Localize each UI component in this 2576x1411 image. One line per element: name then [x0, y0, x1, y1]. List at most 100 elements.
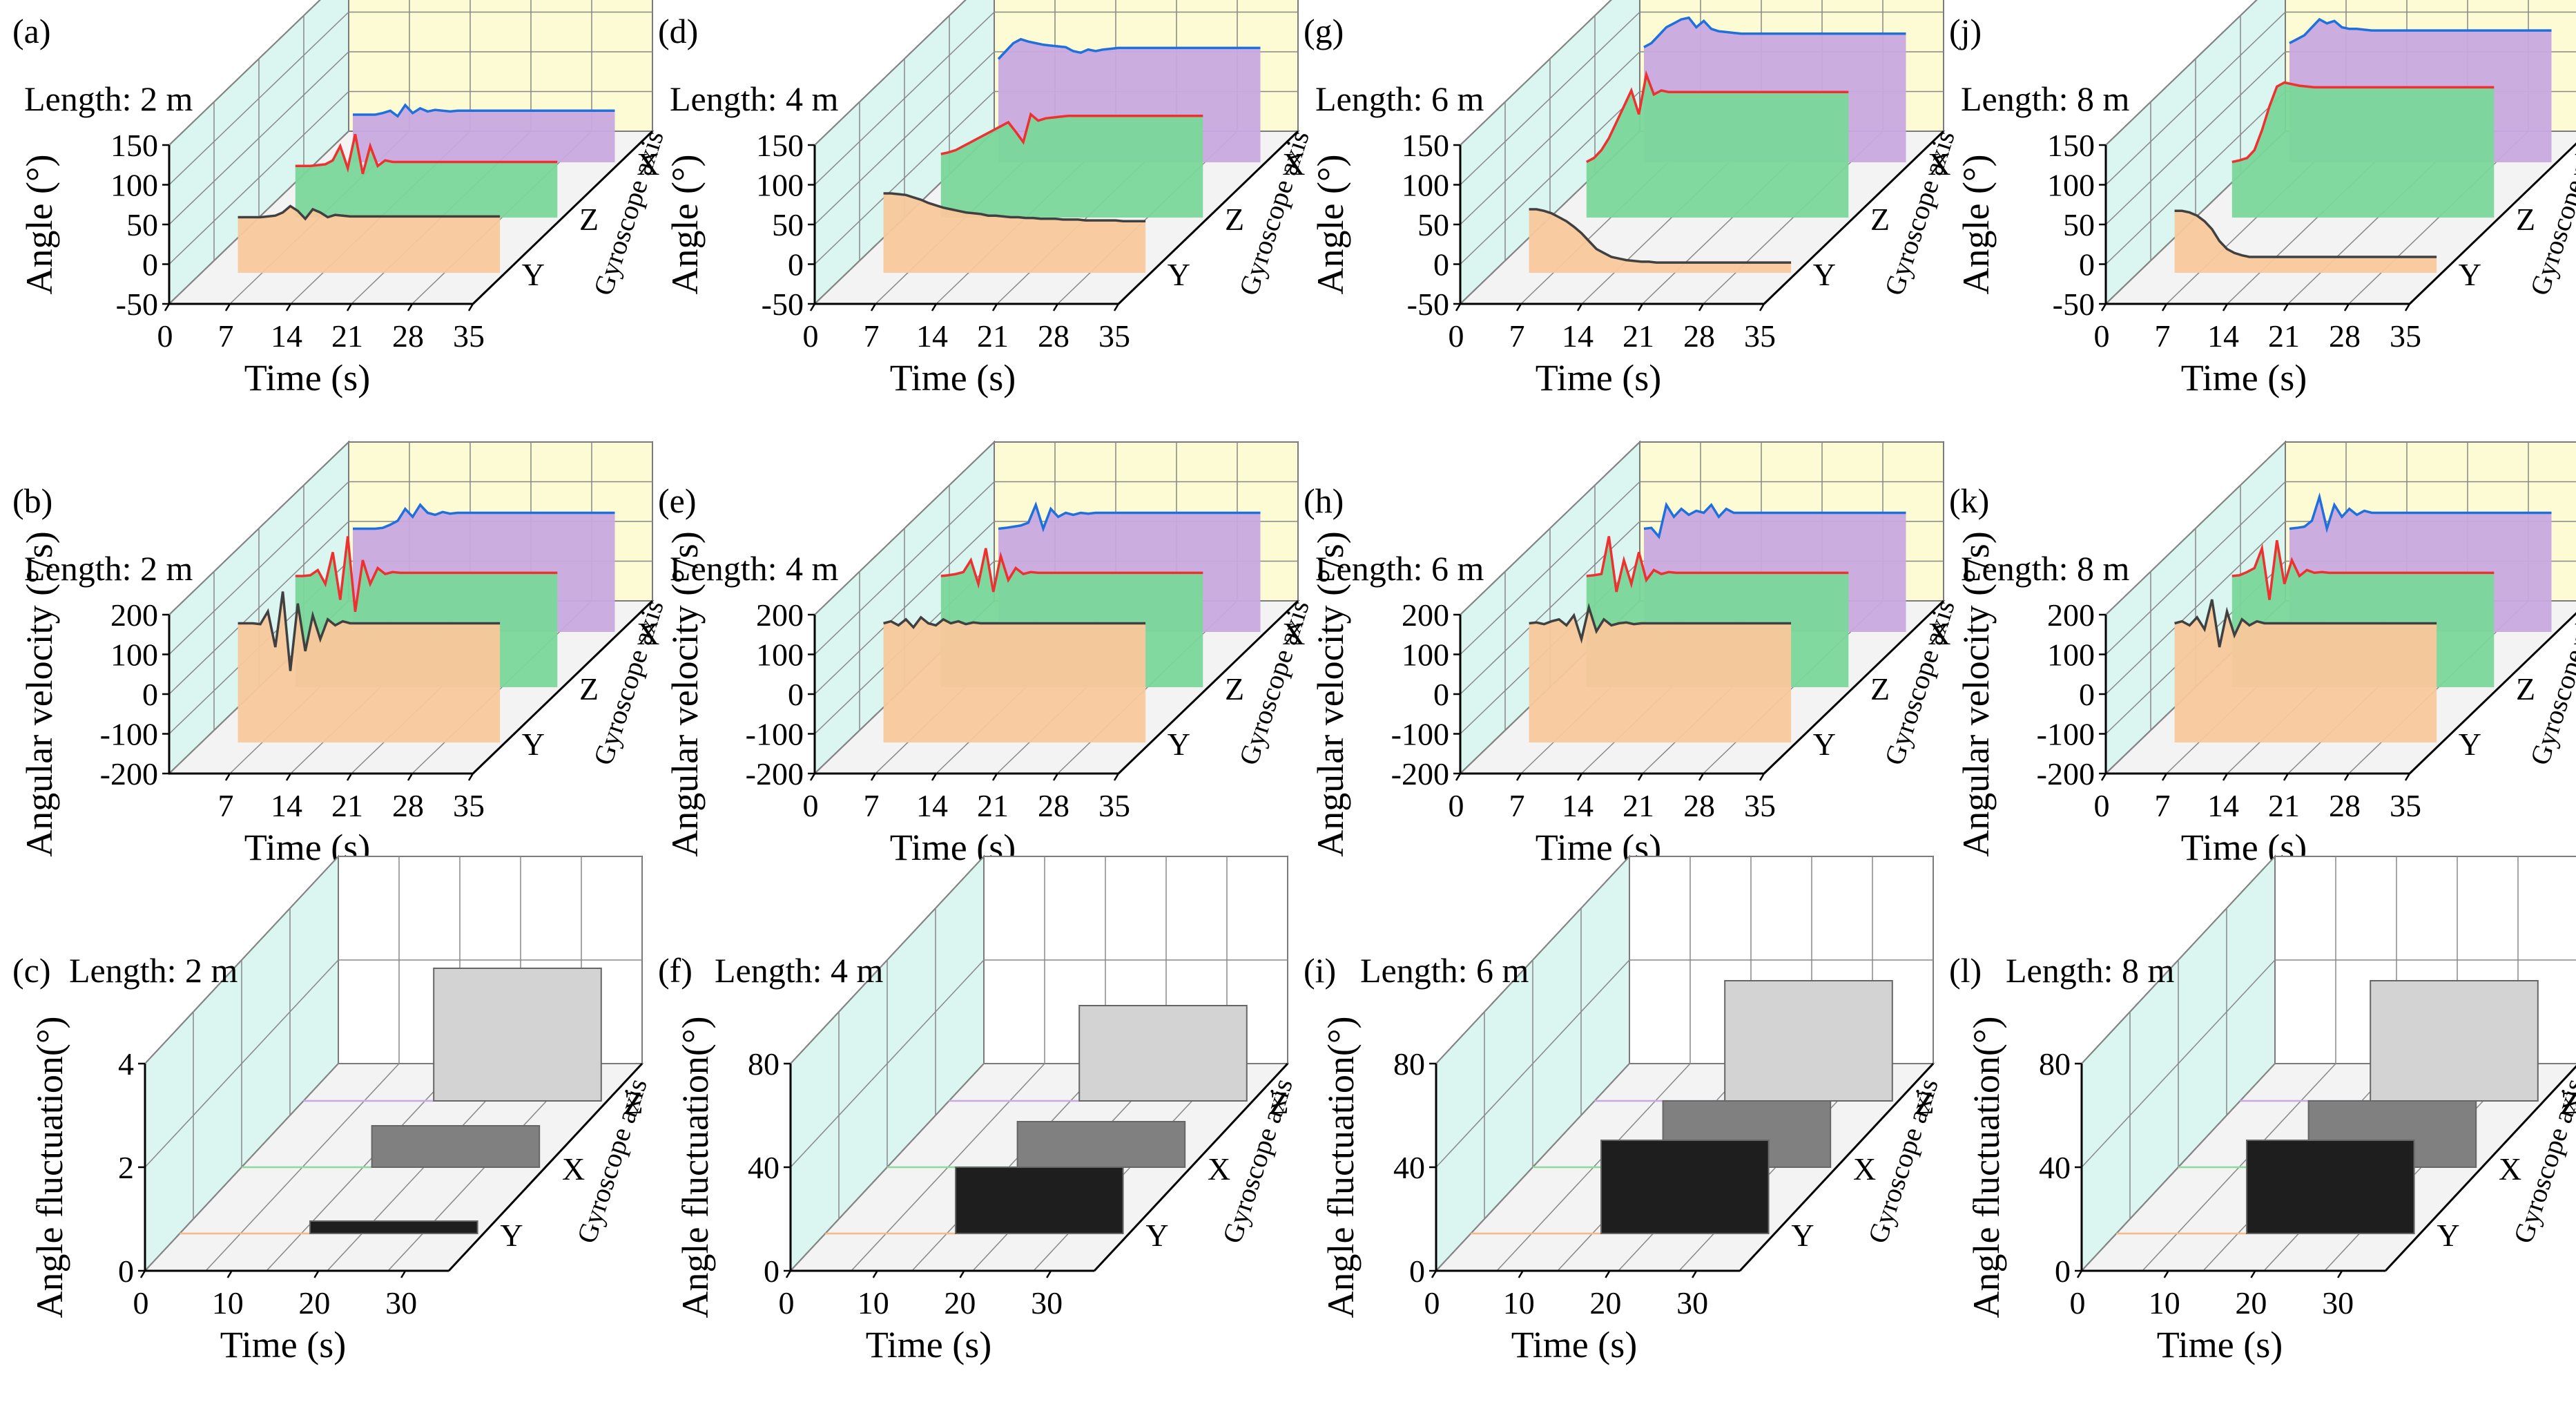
x-axis-title: Time (s) [1511, 1324, 1638, 1365]
x-tick [407, 773, 414, 781]
x-tick-label: 28 [1038, 318, 1069, 354]
side-grid-line [1460, 0, 1612, 146]
x-tick-label: 7 [864, 788, 880, 823]
series-area-Z [2231, 82, 2495, 218]
y-axis-title: Angular velocity (°/s) [1310, 531, 1351, 856]
x-axis-title: Time (s) [866, 1324, 992, 1365]
y-tick-label: -100 [100, 717, 158, 752]
y-axis-title: Angle (°) [19, 154, 60, 294]
x-tick [931, 303, 938, 311]
x-tick-label: 0 [157, 318, 173, 354]
side-grid-line [2081, 959, 2276, 1168]
depth-axis [472, 130, 654, 305]
length-label: Length: 2 m [69, 951, 238, 990]
series-line-X [353, 503, 615, 530]
x-tick-label: 21 [2268, 788, 2300, 823]
y-tick-label: 0 [142, 247, 158, 282]
x-tick-label: 35 [2390, 788, 2421, 823]
axis-category-label: X [562, 1151, 585, 1187]
x-tick-label: 30 [385, 1285, 417, 1321]
length-label: Length: 6 m [1315, 79, 1484, 118]
side-grid-line [814, 441, 995, 615]
side-grid-line [168, 51, 349, 225]
series-line-Z [295, 536, 558, 613]
y-tick-label: 0 [2079, 677, 2095, 712]
series-area-Z [1586, 75, 1849, 218]
x-tick-label: 14 [271, 318, 302, 354]
panel-label: (b) [12, 481, 52, 520]
x-tick-label: 35 [1098, 788, 1130, 823]
side-grid-line [1435, 959, 1630, 1168]
x-tick [2337, 1270, 2343, 1278]
x-tick [285, 773, 292, 781]
x-tick-label: 0 [2070, 1285, 2086, 1321]
x-tick [991, 773, 998, 781]
side-grid-line [2105, 481, 2286, 655]
side-grid-line [168, 481, 349, 655]
axis-category-label: Y [522, 257, 545, 292]
depth-axis [1093, 1062, 1289, 1272]
x-tick-label: 20 [1589, 1285, 1621, 1321]
y-axis-title: Angular velocity (°/s) [1955, 531, 1997, 856]
side-grid-line [2105, 441, 2286, 615]
x-tick-label: 10 [1503, 1285, 1535, 1321]
series-area-Y [1529, 209, 1792, 273]
series-area-Y [883, 617, 1146, 742]
x-tick-label: 0 [1449, 318, 1464, 354]
series-line-Z [2231, 81, 2495, 164]
x-tick [139, 1270, 146, 1278]
x-tick-label: 0 [2094, 318, 2110, 354]
length-label: Length: 4 m [670, 549, 839, 588]
x-tick [285, 303, 292, 311]
x-tick [1518, 1270, 1524, 1278]
length-label: Length: 6 m [1360, 951, 1529, 990]
y-tick-label: 0 [1409, 1254, 1425, 1289]
y-tick-label: -200 [2037, 756, 2095, 791]
x-tick [1515, 773, 1522, 781]
panel-label: (a) [12, 12, 51, 50]
side-grid-line [2105, 0, 2258, 146]
axis-category-label: X [1282, 146, 1305, 182]
x-tick [959, 1270, 965, 1278]
bar-X [371, 1125, 541, 1168]
x-tick [2283, 303, 2289, 311]
x-tick-label: 7 [2155, 788, 2171, 823]
series-line-X [998, 501, 1261, 532]
x-tick [346, 773, 353, 781]
x-tick [2161, 303, 2168, 311]
depth-axis [2408, 142, 2576, 305]
y-tick-label: 200 [1402, 597, 1449, 633]
bar-Y [309, 1220, 478, 1234]
panel-label: (h) [1304, 481, 1344, 520]
x-tick-label: 20 [944, 1285, 976, 1321]
axis-category-label: X [1853, 1151, 1876, 1187]
panel-label: (j) [1949, 12, 1982, 50]
x-tick [1052, 303, 1059, 311]
series-line-Y [1529, 602, 1792, 644]
series-line-X [1643, 501, 1906, 539]
x-tick-label: 21 [1623, 318, 1654, 354]
series-line-Y [1529, 208, 1792, 264]
x-tick-label: 0 [1449, 788, 1464, 823]
x-tick-label: 35 [453, 788, 485, 823]
y-tick-label: 4 [118, 1046, 134, 1082]
axis-category-label: Z [624, 1085, 643, 1120]
x-tick-label: 30 [2322, 1285, 2354, 1321]
x-tick [224, 773, 231, 781]
x-tick [2163, 1270, 2169, 1278]
x-axis-title: Time (s) [1536, 357, 1662, 399]
x-tick [467, 303, 474, 311]
bar-Y [1600, 1140, 1770, 1234]
x-tick [872, 1270, 878, 1278]
length-label: Length: 8 m [1961, 549, 2130, 588]
x-tick-label: 7 [218, 788, 234, 823]
series-line-Z [1586, 536, 1849, 593]
series-line-Z [2231, 540, 2495, 600]
y-tick-label: 0 [764, 1254, 779, 1289]
x-tick [809, 773, 816, 781]
y-tick-label: 2 [118, 1150, 134, 1185]
side-grid-line [1460, 11, 1640, 186]
y-tick-label: -100 [746, 717, 804, 752]
side-grid-line [814, 11, 995, 186]
x-tick-label: 14 [1562, 788, 1594, 823]
